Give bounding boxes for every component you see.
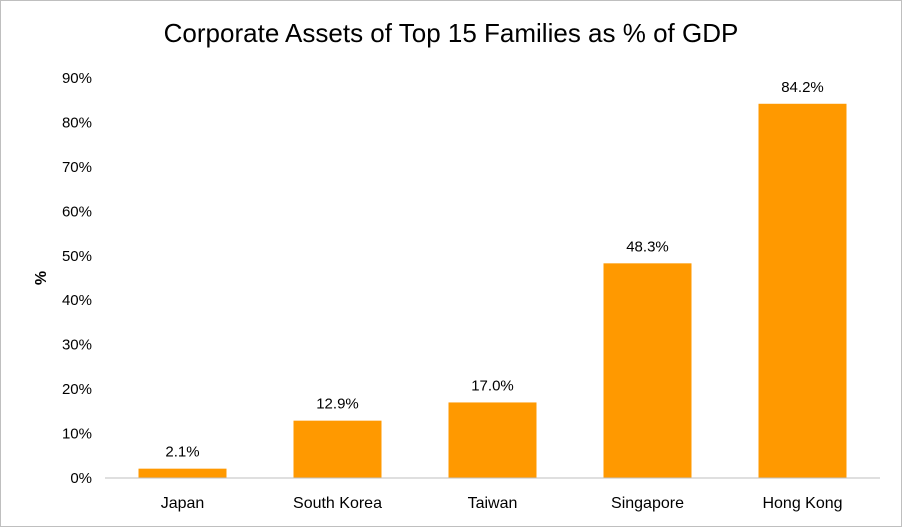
- y-tick-label: 50%: [62, 248, 92, 265]
- bar: [758, 103, 847, 479]
- y-tick-label: 0%: [70, 470, 92, 487]
- chart-title: Corporate Assets of Top 15 Families as %…: [163, 18, 739, 48]
- y-tick-label: 30%: [62, 337, 92, 354]
- bar: [448, 402, 537, 478]
- x-tick-label: Hong Kong: [762, 495, 842, 512]
- bar: [293, 420, 382, 478]
- y-tick-label: 80%: [62, 114, 92, 131]
- x-tick-label: South Korea: [293, 495, 382, 512]
- data-label: 84.2%: [781, 79, 824, 96]
- data-label: 12.9%: [316, 396, 359, 413]
- y-axis-title: %: [33, 271, 50, 285]
- y-tick-label: 90%: [62, 70, 92, 87]
- data-label: 17.0%: [471, 377, 514, 394]
- x-tick-label: Taiwan: [468, 495, 518, 512]
- x-tick-label: Singapore: [611, 495, 684, 512]
- data-label: 48.3%: [626, 238, 669, 255]
- bar: [603, 263, 692, 478]
- y-tick-label: 40%: [62, 292, 92, 309]
- y-tick-label: 20%: [62, 381, 92, 398]
- y-tick-label: 10%: [62, 426, 92, 443]
- data-label: 2.1%: [165, 444, 199, 461]
- bar: [138, 468, 227, 478]
- x-tick-label: Japan: [161, 495, 205, 512]
- y-tick-label: 60%: [62, 203, 92, 220]
- y-tick-label: 70%: [62, 159, 92, 176]
